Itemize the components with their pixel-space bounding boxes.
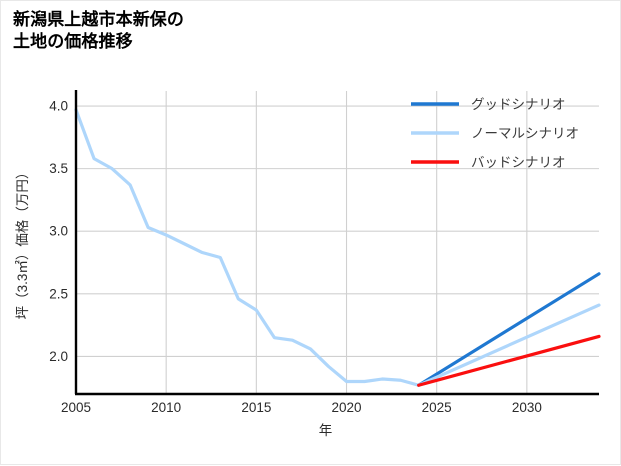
y-axis-title: 坪（3.3㎡）価格（万円） <box>15 166 30 320</box>
series-line-グッドシナリオ <box>417 272 601 387</box>
x-tick-label-2025: 2025 <box>422 400 452 415</box>
y-tick-label-2.0: 2.0 <box>49 349 68 364</box>
series-line-ノーマルシナリオ <box>417 303 601 387</box>
x-tick-label-2015: 2015 <box>241 400 271 415</box>
x-axis-title: 年 <box>319 423 333 438</box>
x-tick-label-2030: 2030 <box>512 400 542 415</box>
legend-label-0: グッドシナリオ <box>471 97 566 112</box>
x-tick-label-2005: 2005 <box>61 400 91 415</box>
legend-label-2: バッドシナリオ <box>471 155 566 170</box>
y-tick-label-3.0: 3.0 <box>49 224 68 239</box>
legend-label-1: ノーマルシナリオ <box>471 126 579 141</box>
x-tick-label-2010: 2010 <box>151 400 181 415</box>
x-tick-label-2020: 2020 <box>331 400 361 415</box>
y-tick-label-2.5: 2.5 <box>49 286 68 301</box>
y-tick-label-3.5: 3.5 <box>49 161 68 176</box>
series-line-バッドシナリオ <box>417 334 601 387</box>
y-tick-label-4.0: 4.0 <box>49 99 68 114</box>
chart-title: 新潟県上越市本新保の 土地の価格推移 <box>13 10 184 52</box>
series-line-実績 <box>74 108 421 387</box>
